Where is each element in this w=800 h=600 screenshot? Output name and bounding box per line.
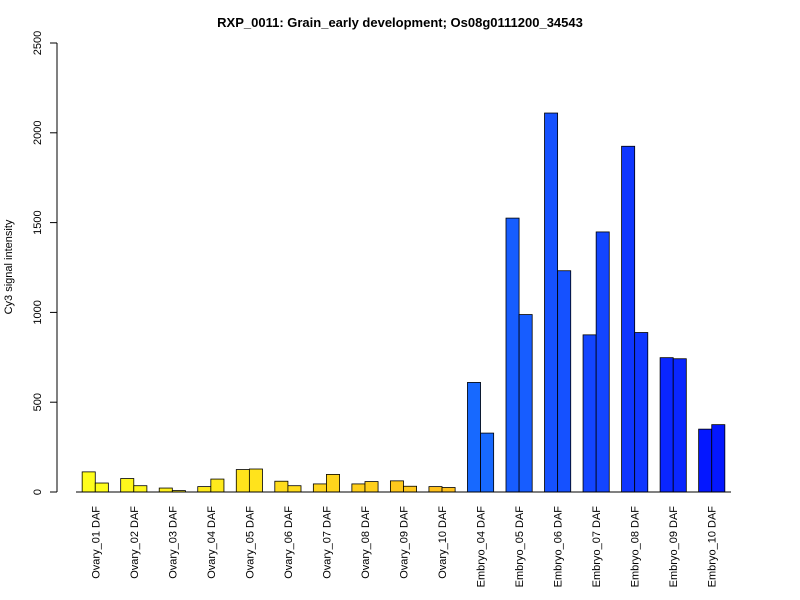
bar [428,486,443,493]
bar [248,468,263,493]
x-tick-label: Ovary_04 DAF [206,506,218,579]
x-tick-label: Embryo_08 DAF [630,506,642,588]
bar [158,487,173,493]
bar [389,480,404,493]
bar [287,485,302,493]
y-tick-label: 500 [32,393,44,411]
y-tick-label: 2500 [32,31,44,55]
bar [505,217,520,493]
x-tick-label: Ovary_09 DAF [399,506,411,579]
x-tick-label: Ovary_10 DAF [437,506,449,579]
y-axis-label: Cy3 signal intensity [3,219,15,314]
x-tick-label: Embryo_06 DAF [553,506,565,588]
bar [672,358,687,493]
x-tick-label: Embryo_09 DAF [668,506,680,588]
x-tick-label: Ovary_07 DAF [321,506,333,579]
y-tick-label: 0 [32,489,44,495]
bar [544,112,559,493]
y-axis: 0 500 1000 1500 2000 2500 [32,31,58,495]
x-tick-label: Ovary_06 DAF [283,506,295,579]
bar [659,357,674,493]
bar [467,382,481,493]
x-axis: Ovary_01 DAF Ovary_02 DAF Ovary_03 DAF Ovar… [76,491,731,588]
x-tick-label: Embryo_05 DAF [514,506,526,588]
bar [274,480,289,493]
bar [582,334,597,493]
x-tick-label: Embryo_07 DAF [591,506,603,588]
x-tick-label: Ovary_05 DAF [244,506,256,579]
x-tick-label: Ovary_03 DAF [167,506,179,579]
bar [351,483,366,493]
bar [81,471,96,493]
bar [94,482,109,493]
chart-title: RXP_0011: Grain_early development; Os08g… [217,15,583,30]
bar [312,483,327,493]
bar [621,145,636,493]
bar [634,332,649,493]
bar [326,473,340,493]
y-tick-label: 1000 [32,300,44,324]
bars [81,112,726,493]
bar [441,487,456,493]
y-tick-label: 2000 [32,121,44,145]
bar [711,424,726,493]
x-tick-label: Ovary_08 DAF [360,506,372,579]
bar [557,270,572,493]
bar [403,485,418,493]
x-tick-label: Ovary_02 DAF [129,506,141,579]
bar [595,231,610,493]
bar [120,478,135,493]
bar [364,481,379,493]
bar [698,428,713,493]
bar [197,486,212,493]
x-tick-label: Embryo_10 DAF [707,506,719,588]
bar [210,478,225,493]
y-tick-label: 1500 [32,210,44,234]
bar [133,485,148,493]
x-tick-label: Ovary_01 DAF [90,506,102,579]
bar [518,314,533,493]
x-tick-label: Embryo_04 DAF [476,506,488,588]
bar [235,469,250,493]
bar [480,432,495,493]
